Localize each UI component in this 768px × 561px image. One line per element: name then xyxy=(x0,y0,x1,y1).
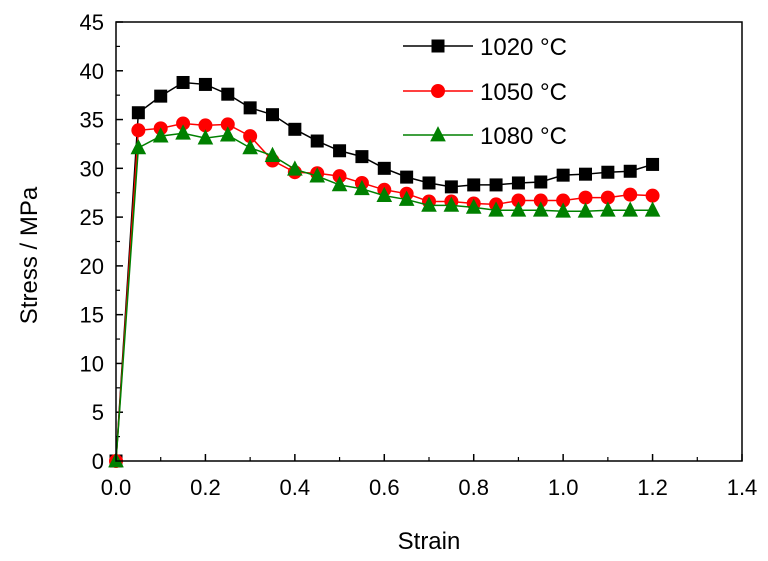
data-point xyxy=(152,127,169,143)
data-point xyxy=(646,157,660,171)
legend-item: 1080 °C xyxy=(403,123,567,150)
data-point xyxy=(644,201,661,217)
y-tick-label: 20 xyxy=(80,254,104,279)
legend: 1020 °C 1050 °C 1080 °C xyxy=(403,34,567,150)
x-tick-label: 1.4 xyxy=(727,475,758,500)
x-tick-label: 0.2 xyxy=(190,475,221,500)
series-3 xyxy=(108,124,661,468)
data-point xyxy=(131,123,146,138)
legend-item: 1020 °C xyxy=(403,34,567,61)
data-point xyxy=(309,167,326,183)
data-point xyxy=(534,175,548,189)
y-tick-label: 45 xyxy=(80,10,104,35)
data-point xyxy=(242,138,258,155)
data-point xyxy=(354,179,370,196)
data-point xyxy=(355,150,369,164)
x-tick-label: 0.8 xyxy=(458,475,489,500)
y-tick-label: 0 xyxy=(92,449,104,474)
y-tick-label: 30 xyxy=(80,156,104,181)
data-point xyxy=(577,202,594,218)
series-1 xyxy=(109,75,660,468)
data-point xyxy=(197,129,214,145)
x-tick-label: 0.4 xyxy=(280,475,311,500)
x-tick-label: 0.6 xyxy=(369,475,400,500)
y-tick-label: 40 xyxy=(80,59,104,84)
data-point xyxy=(310,134,324,148)
x-tick-label: 1.2 xyxy=(637,475,668,500)
data-point xyxy=(489,178,503,192)
data-point xyxy=(532,201,549,217)
data-point xyxy=(398,190,415,206)
y-tick-label: 35 xyxy=(80,108,104,133)
data-point xyxy=(443,196,460,212)
data-point xyxy=(176,75,190,89)
data-point xyxy=(465,198,482,214)
legend-marker-1020 xyxy=(431,39,445,53)
data-point xyxy=(421,196,437,212)
data-point xyxy=(578,190,593,205)
y-tick-label: 5 xyxy=(92,400,104,425)
data-point xyxy=(331,176,348,192)
legend-marker xyxy=(431,84,445,98)
data-point xyxy=(623,187,638,202)
data-point xyxy=(198,77,212,91)
x-axis-title: Strain xyxy=(398,528,461,555)
data-point xyxy=(555,202,571,218)
y-tick-label: 10 xyxy=(80,351,104,376)
legend-marker-1050 xyxy=(431,84,445,98)
x-tick-label: 1.0 xyxy=(548,475,579,500)
data-point xyxy=(488,201,504,217)
plot-frame xyxy=(115,21,743,462)
data-point xyxy=(130,138,147,155)
data-point xyxy=(131,106,145,120)
legend-marker-1080 xyxy=(430,126,446,142)
data-point xyxy=(377,161,391,175)
data-point xyxy=(266,108,279,122)
legend-label-1080: 1080 °C xyxy=(480,123,567,150)
data-point xyxy=(219,126,236,142)
data-point xyxy=(221,87,235,101)
data-point xyxy=(264,146,281,163)
data-point xyxy=(510,201,527,217)
data-point xyxy=(333,144,347,158)
legend-label-1020: 1020 °C xyxy=(480,34,567,61)
data-point xyxy=(579,167,592,181)
x-tick-label: 0.0 xyxy=(101,475,132,500)
series-layer xyxy=(108,75,661,468)
y-axis-title: Stress / MPa xyxy=(16,186,43,324)
data-point xyxy=(601,165,615,179)
data-point xyxy=(422,176,436,190)
data-point xyxy=(175,124,191,140)
legend-label-1050: 1050 °C xyxy=(480,79,567,106)
data-point xyxy=(467,178,481,192)
data-point xyxy=(154,89,168,103)
legend-marker xyxy=(430,126,446,142)
data-point xyxy=(287,160,303,176)
legend-item: 1050 °C xyxy=(403,79,567,106)
data-point xyxy=(645,188,660,203)
y-tick-label: 25 xyxy=(80,205,104,230)
data-point xyxy=(444,180,458,194)
data-point xyxy=(623,164,637,178)
data-point xyxy=(376,186,393,202)
data-point xyxy=(600,201,616,217)
data-point xyxy=(288,122,302,136)
series-line xyxy=(115,132,653,462)
axis-tick-labels: 0.0 0.2 0.4 0.6 0.8 1.0 1.2 1.4 0 5 10 15 20 25 30 35 40… xyxy=(80,10,758,500)
legend-marker xyxy=(431,39,445,53)
data-point xyxy=(511,176,525,190)
data-point xyxy=(622,201,639,217)
data-point xyxy=(400,170,414,184)
y-tick-label: 15 xyxy=(80,303,104,328)
series-line xyxy=(115,81,653,462)
data-point xyxy=(243,101,257,115)
data-point xyxy=(556,168,570,182)
